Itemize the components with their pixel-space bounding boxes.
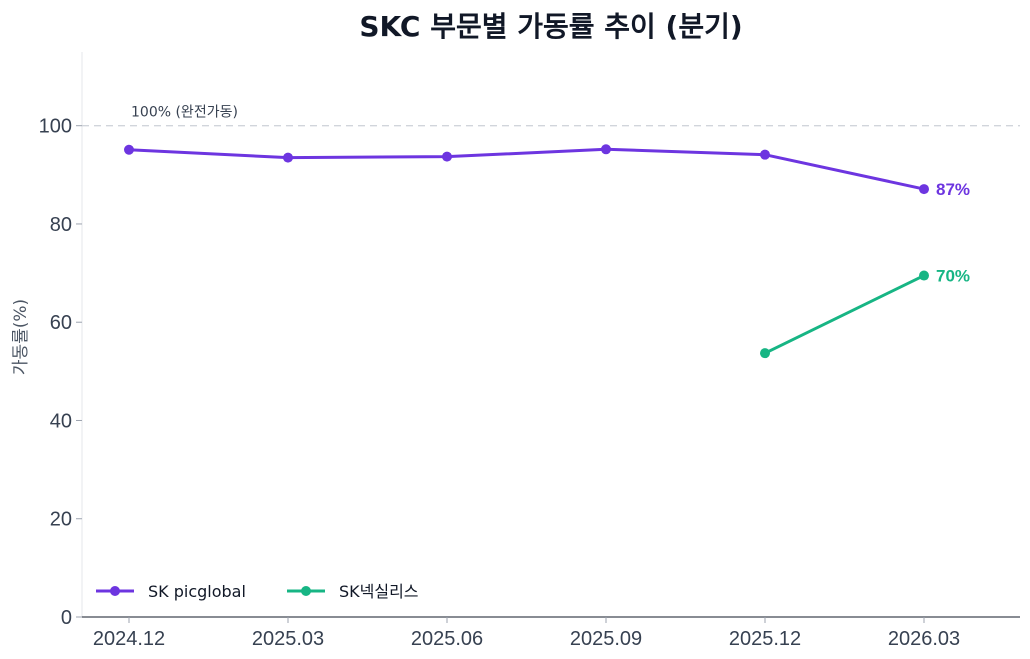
data-point — [760, 149, 770, 160]
data-point — [919, 270, 929, 281]
chart-title: SKC 부문별 가동률 추이 (분기) — [359, 10, 742, 43]
y-tick-label: 40 — [50, 410, 72, 432]
reference-line-label: 100% (완전가동) — [131, 105, 238, 121]
end-value-label: 87% — [936, 180, 970, 199]
data-point — [919, 184, 929, 195]
y-tick-label: 60 — [50, 312, 72, 334]
legend-label: SK picglobal — [148, 582, 246, 601]
reference-line-group: 100% (완전가동) — [82, 105, 1020, 127]
y-tick-label: 100 — [39, 116, 72, 138]
data-point — [601, 144, 611, 155]
x-tick-label: 2025.12 — [729, 628, 801, 650]
data-point — [283, 152, 293, 163]
series-group: 87% 70% — [124, 144, 970, 359]
y-tick-label: 20 — [50, 509, 72, 531]
data-point — [124, 144, 134, 155]
x-tick-label: 2025.09 — [570, 628, 642, 650]
y-tick-label: 80 — [50, 214, 72, 236]
legend-marker — [110, 586, 120, 596]
x-tick-label: 2024.12 — [93, 628, 165, 650]
x-tick-label: 2025.03 — [252, 628, 324, 650]
series-line-2 — [763, 274, 926, 355]
y-tick-label: 0 — [61, 607, 72, 629]
legend-marker — [301, 586, 311, 596]
x-tick-label: 2026.03 — [888, 628, 960, 650]
y-axis-label: 가동률(%) — [11, 299, 31, 375]
data-point — [760, 348, 770, 359]
series-line-1 — [127, 147, 926, 191]
legend-label: SK넥실리스 — [339, 582, 419, 601]
end-value-label: 70% — [936, 267, 970, 286]
legend: SK picglobal SK넥실리스 — [96, 582, 419, 601]
data-point — [442, 151, 452, 162]
x-tick-label: 2025.06 — [411, 628, 483, 650]
axes: 0 20 40 60 80 100 2024.12 2025.03 2025.06 2025.09… — [39, 52, 1020, 650]
